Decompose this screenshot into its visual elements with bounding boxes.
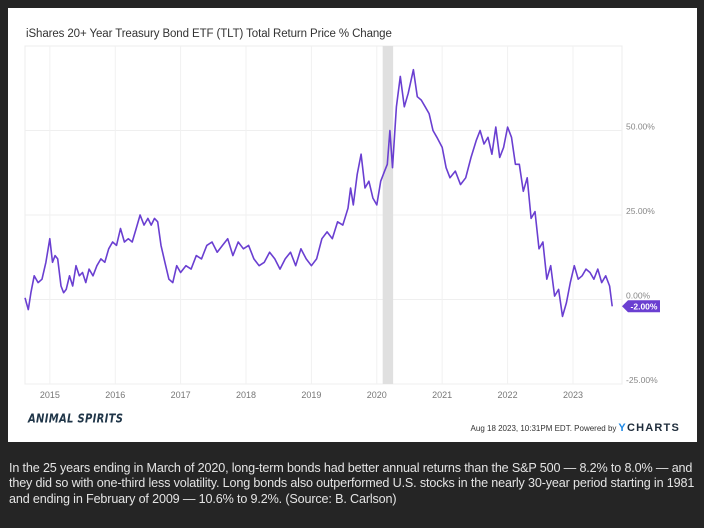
grid	[24, 45, 623, 385]
x-tick-label: 2015	[40, 390, 60, 400]
timestamp: Aug 18 2023, 10:31PM EDT. Powered by	[470, 424, 617, 433]
x-axis: 2015 2016 2017 2018 2019 2020 2021 2022 2023	[40, 390, 583, 400]
recession-band	[382, 46, 394, 384]
ycharts-y-icon: Y	[618, 422, 627, 434]
ycharts-wordmark: CHARTS	[626, 422, 680, 434]
end-value-label: -2.00%	[631, 301, 658, 311]
caption-text: In the 25 years ending in March of 2020,…	[9, 461, 695, 506]
animal-spirits-logo: ANIMAL SPIRITS	[28, 412, 124, 427]
y-tick-label: 0.00%	[626, 291, 651, 301]
end-value-badge-bg	[622, 300, 660, 313]
y-tick-label: 25.00%	[626, 206, 655, 216]
y-axis: 50.00% 25.00% 0.00% -25.00%	[626, 122, 658, 386]
series-line	[24, 68, 613, 318]
x-tick-label: 2018	[236, 390, 256, 400]
x-tick-label: 2020	[367, 390, 387, 400]
series-layer	[24, 0, 615, 318]
x-tick-label: 2021	[432, 390, 452, 400]
end-value-badge: -2.00%	[622, 300, 660, 313]
y-tick-label: -25.00%	[626, 375, 658, 385]
chart-frame	[9, 9, 697, 441]
shaded-region	[382, 46, 394, 384]
y-tick-label: 50.00%	[626, 122, 655, 132]
chart-title: iShares 20+ Year Treasury Bond ETF (TLT)…	[26, 28, 392, 40]
x-tick-label: 2023	[563, 390, 583, 400]
x-tick-label: 2017	[171, 390, 191, 400]
x-tick-label: 2016	[105, 390, 125, 400]
x-tick-label: 2019	[301, 390, 321, 400]
x-tick-label: 2022	[498, 390, 518, 400]
chart-footer: Aug 18 2023, 10:31PM EDT. Powered by YCH…	[471, 422, 680, 434]
chart-svg: 2015 2016 2017 2018 2019 2020 2021 2022 2023 50.…	[24, 0, 660, 400]
ycharts-logo[interactable]: YCHARTS	[618, 422, 680, 434]
